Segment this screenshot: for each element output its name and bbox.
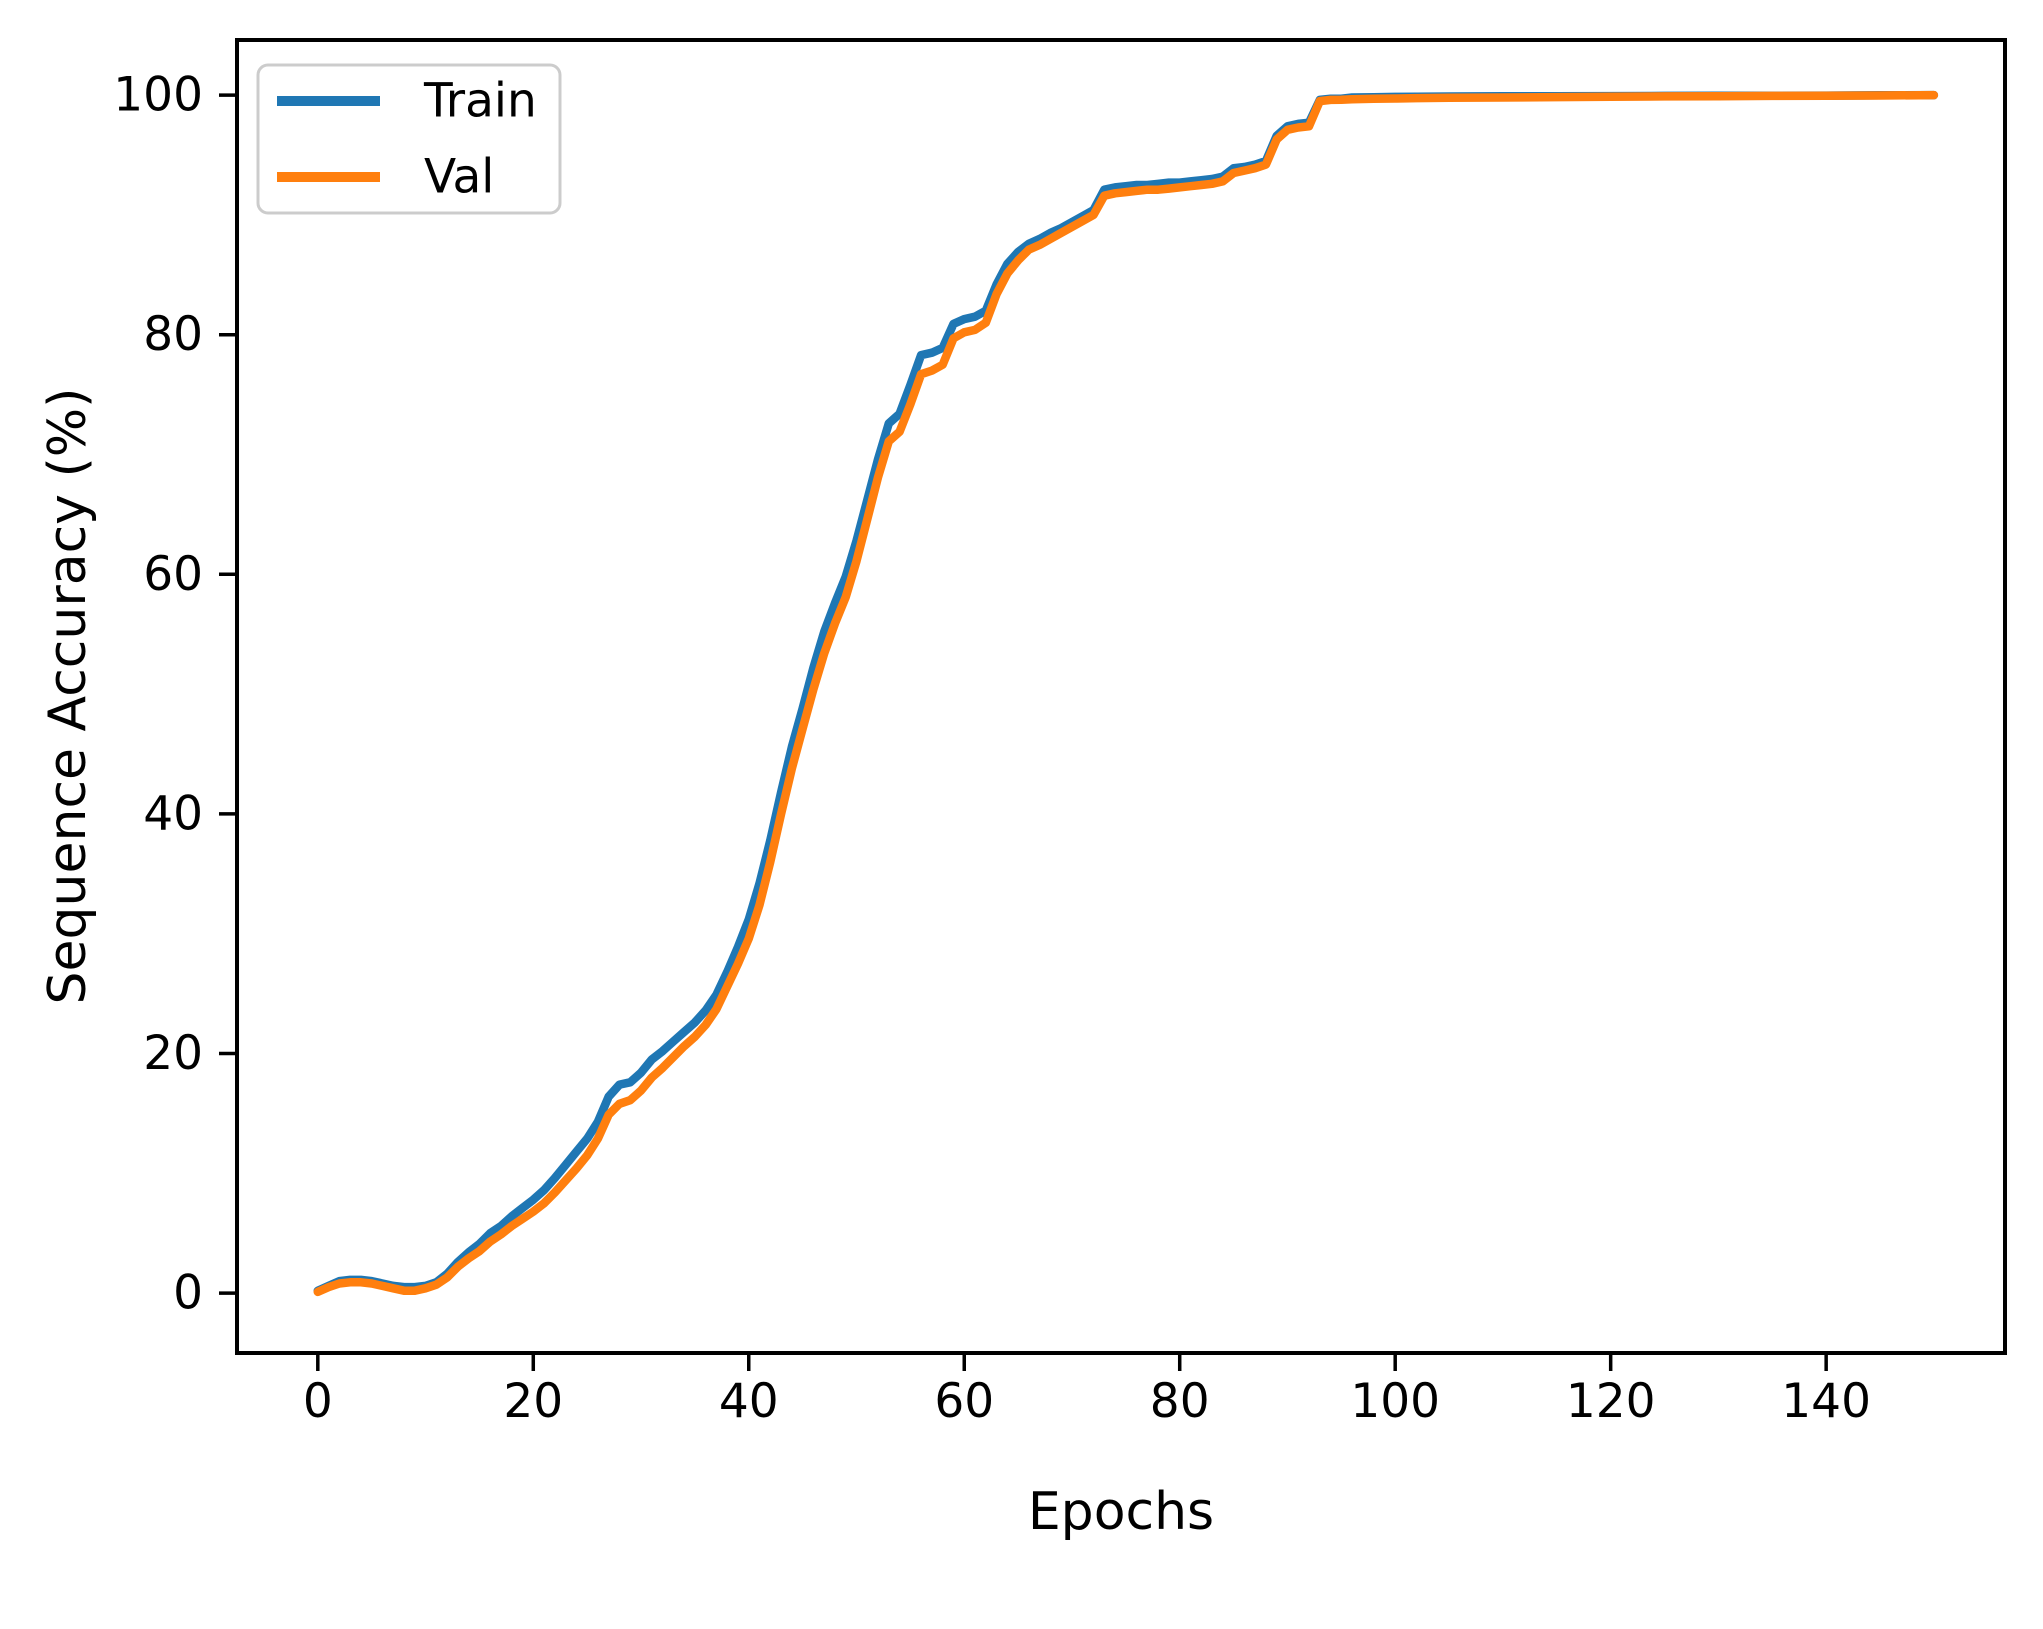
y-tick-label: 80	[143, 307, 203, 362]
plot-spines	[235, 38, 2007, 1355]
x-tick-label: 100	[1350, 1374, 1440, 1429]
y-tick-label: 60	[143, 547, 203, 602]
x-tick-label: 40	[719, 1374, 779, 1429]
x-tick-label: 60	[934, 1374, 994, 1429]
y-tick-label: 100	[113, 68, 203, 123]
x-tick-label: 120	[1566, 1374, 1656, 1429]
legend-train-label: Train	[423, 74, 537, 129]
x-tick-label: 20	[503, 1374, 563, 1429]
x-tick-label: 0	[303, 1374, 333, 1429]
val-line	[313, 90, 1939, 1297]
legend: Train Val	[256, 63, 562, 215]
plot-area: 0 20 40 60 80 100 120 140 0 20 40 60 80 100	[113, 38, 2007, 1429]
y-tick-label: 40	[143, 786, 203, 841]
y-tick-label: 0	[173, 1266, 203, 1321]
train-line	[313, 90, 1939, 1295]
x-axis-label: Epochs	[1028, 1482, 1214, 1542]
x-tick-label: 80	[1150, 1374, 1210, 1429]
x-tick-label: 140	[1781, 1374, 1871, 1429]
y-axis-label: Sequence Accuracy (%)	[38, 388, 98, 1005]
y-tick-label: 20	[143, 1026, 203, 1081]
legend-val-label: Val	[424, 150, 494, 205]
